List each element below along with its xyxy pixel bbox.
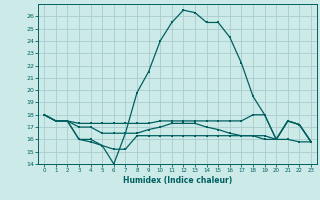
- X-axis label: Humidex (Indice chaleur): Humidex (Indice chaleur): [123, 176, 232, 185]
